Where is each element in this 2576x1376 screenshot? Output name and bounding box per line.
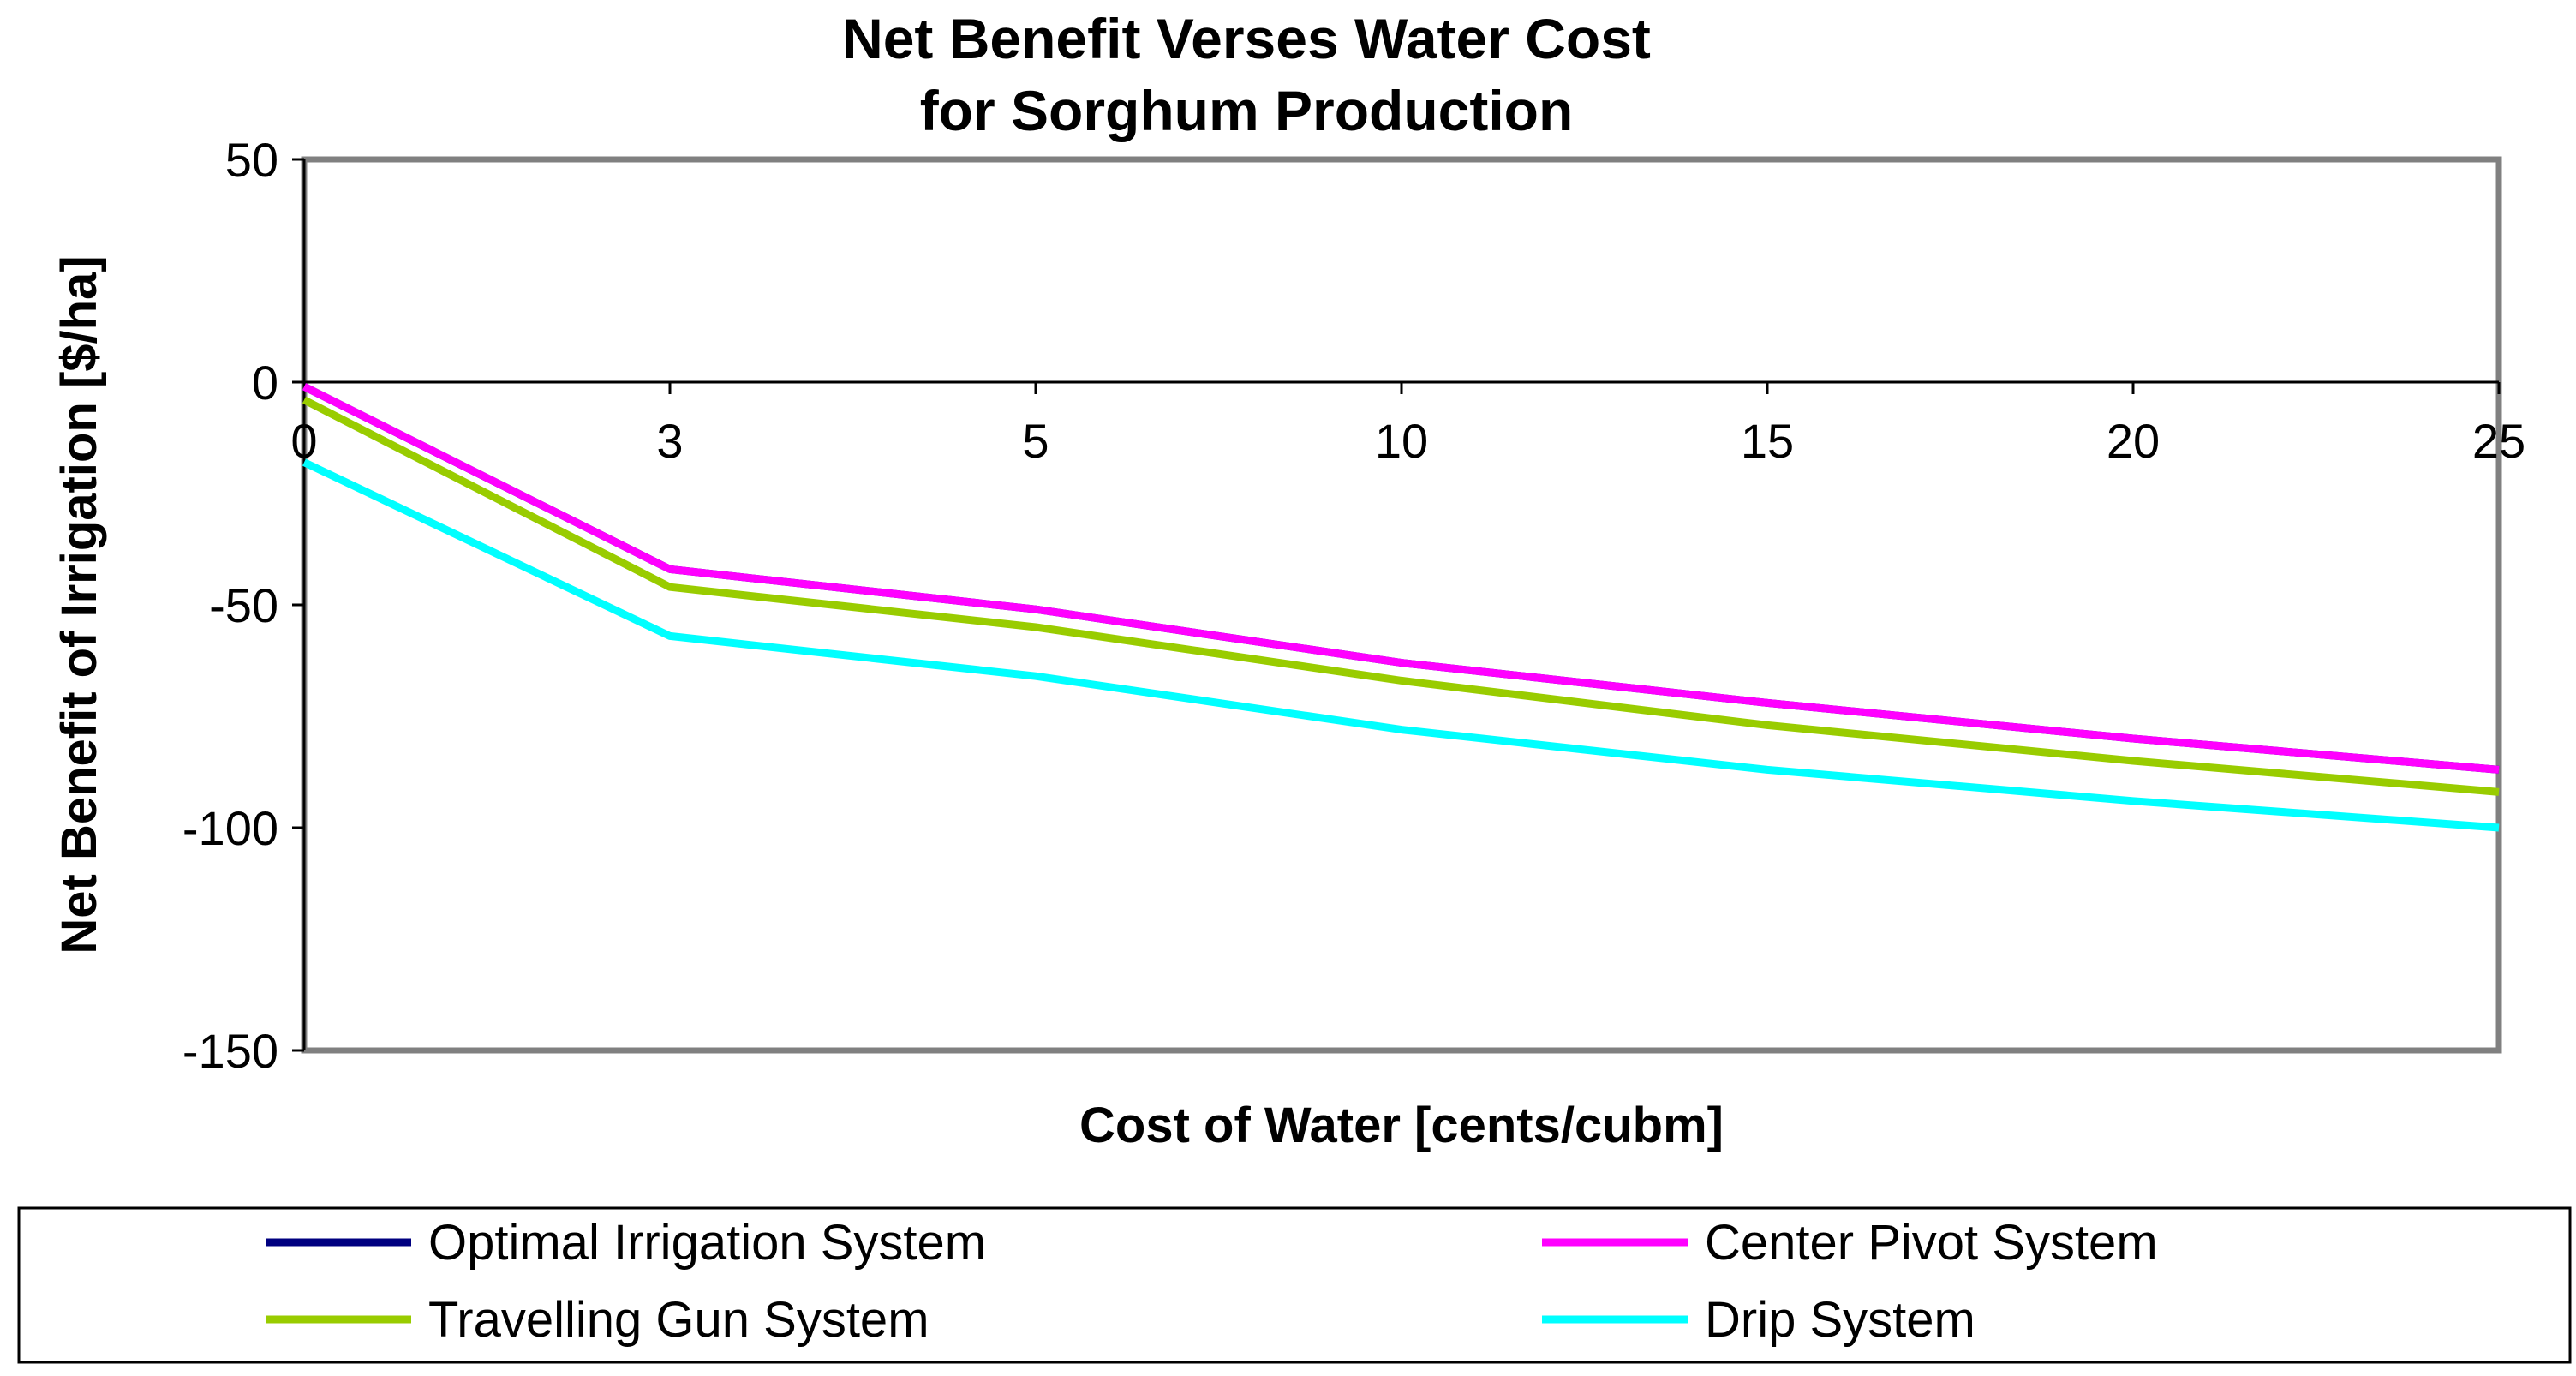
x-tick-label: 10 xyxy=(1375,414,1428,468)
series-lines xyxy=(302,383,2500,832)
x-tick-label: 15 xyxy=(1741,414,1794,468)
series-line-center-pivot-system xyxy=(302,383,2500,774)
y-ticks: 50 0 -50 -100 -150 xyxy=(182,133,304,1078)
legend-box xyxy=(17,1206,2572,1364)
y-tick-label: -100 xyxy=(182,801,278,855)
x-tick-label: 5 xyxy=(1022,414,1049,468)
x-ticks: 0 3 5 10 15 20 25 xyxy=(290,382,2525,468)
x-tick-label: 3 xyxy=(656,414,683,468)
y-tick-label: 0 xyxy=(252,356,278,410)
legend-label-travelling-gun-system: Travelling Gun System xyxy=(428,1292,929,1348)
chart-title-line-1: Net Benefit Verses Water Cost xyxy=(842,7,1651,70)
series-line-drip-system xyxy=(302,458,2500,832)
y-tick-label: 50 xyxy=(225,133,278,187)
legend-label-center-pivot-system: Center Pivot System xyxy=(1705,1215,2158,1271)
x-tick-label: 20 xyxy=(2107,414,2160,468)
legend-label-optimal-irrigation-system: Optimal Irrigation System xyxy=(428,1215,986,1271)
series-line-travelling-gun-system xyxy=(302,396,2500,796)
x-axis-label: Cost of Water [cents/cubm] xyxy=(1079,1098,1724,1153)
x-tick-label: 25 xyxy=(2472,414,2525,468)
x-tick-label: 0 xyxy=(290,414,317,468)
chart-title-line-2: for Sorghum Production xyxy=(920,79,1574,142)
y-tick-label: -150 xyxy=(182,1024,278,1078)
legend: Optimal Irrigation System Center Pivot Sy… xyxy=(266,1215,2158,1348)
plot-area xyxy=(301,156,2502,1054)
legend-label-drip-system: Drip System xyxy=(1705,1292,1975,1348)
y-tick-label: -50 xyxy=(209,578,278,632)
y-axis-label: Net Benefit of Irrigation [$/ha] xyxy=(51,255,107,954)
